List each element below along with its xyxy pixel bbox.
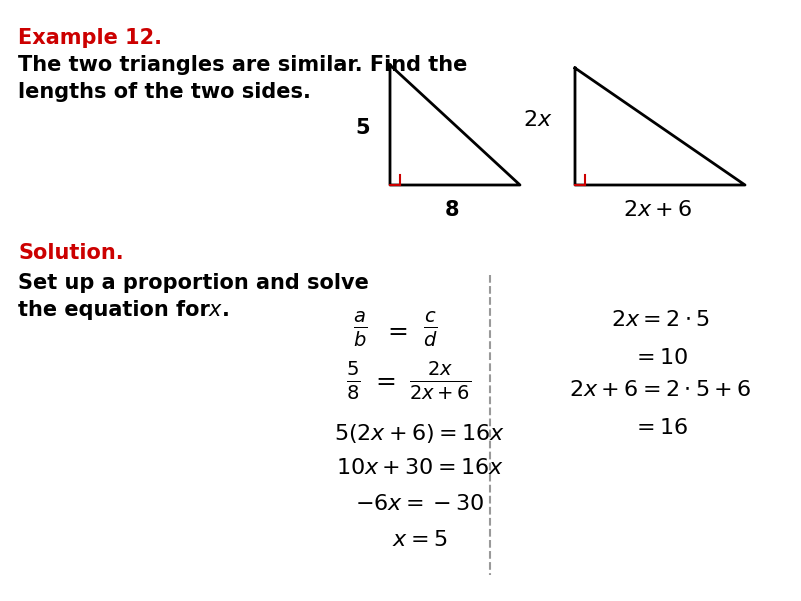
Text: $= 10$: $= 10$ bbox=[632, 348, 688, 368]
Text: .: . bbox=[222, 300, 230, 320]
Text: 5: 5 bbox=[356, 118, 370, 138]
Text: $=$: $=$ bbox=[384, 318, 409, 342]
Text: $= 16$: $= 16$ bbox=[632, 418, 688, 438]
Text: Solution.: Solution. bbox=[18, 243, 123, 263]
Text: $2x$: $2x$ bbox=[524, 110, 553, 130]
Text: $\frac{2x}{2x+6}$: $\frac{2x}{2x+6}$ bbox=[409, 360, 471, 402]
Text: The two triangles are similar. Find the: The two triangles are similar. Find the bbox=[18, 55, 467, 75]
Text: $\frac{c}{d}$: $\frac{c}{d}$ bbox=[423, 310, 437, 349]
Text: $5(2x+6) = 16x$: $5(2x+6) = 16x$ bbox=[334, 422, 505, 445]
Text: $\frac{5}{8}$: $\frac{5}{8}$ bbox=[346, 360, 360, 402]
Text: Set up a proportion and solve: Set up a proportion and solve bbox=[18, 273, 369, 293]
Text: $x = 5$: $x = 5$ bbox=[392, 530, 448, 550]
Text: $2x + 6$: $2x + 6$ bbox=[623, 200, 693, 220]
Text: $=$: $=$ bbox=[372, 368, 396, 392]
Text: $2x+6 = 2 \cdot 5+6$: $2x+6 = 2 \cdot 5+6$ bbox=[569, 380, 751, 400]
Text: $\frac{a}{b}$: $\frac{a}{b}$ bbox=[352, 310, 367, 349]
Text: $-6x = -30$: $-6x = -30$ bbox=[356, 494, 485, 514]
Text: lengths of the two sides.: lengths of the two sides. bbox=[18, 82, 311, 102]
Text: the equation for: the equation for bbox=[18, 300, 217, 320]
Text: 8: 8 bbox=[445, 200, 459, 220]
Text: $10x+30 = 16x$: $10x+30 = 16x$ bbox=[336, 458, 504, 478]
Text: Example 12.: Example 12. bbox=[18, 28, 162, 48]
Text: $x$: $x$ bbox=[208, 300, 223, 320]
Text: $2x = 2 \cdot 5$: $2x = 2 \cdot 5$ bbox=[610, 310, 710, 330]
